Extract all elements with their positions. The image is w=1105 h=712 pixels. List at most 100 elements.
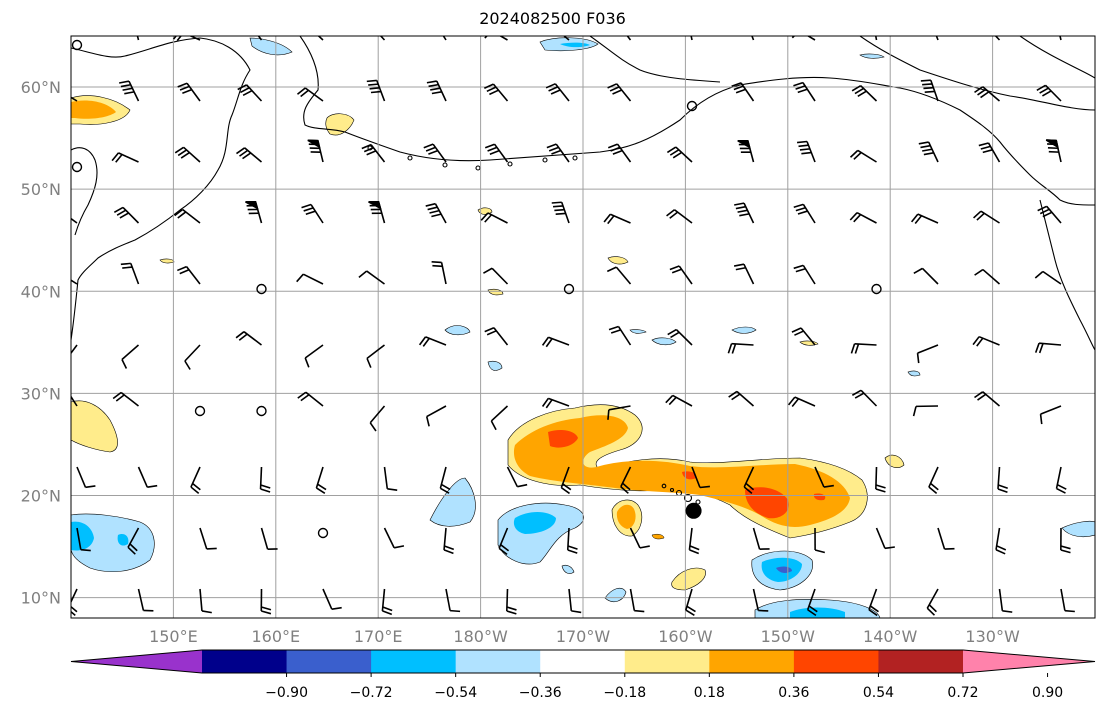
coastline-asia-inner [71, 147, 98, 236]
colorbar-extend-min [71, 650, 202, 673]
wind-barb [974, 86, 1001, 102]
wind-barb [875, 466, 886, 493]
wind-barb [137, 466, 158, 488]
lat-tick-label: 20°N [21, 486, 61, 505]
wind-barb [937, 527, 955, 550]
colorbar-labels: −0.90 −0.72 −0.54 −0.36 −0.18 0.18 0.36 0.54 0.7… [265, 673, 1063, 701]
negative-anomaly-14 [249, 37, 293, 56]
hawaii-island-4 [683, 493, 693, 503]
wind-barb [935, 36, 939, 41]
colorbar-segment [286, 650, 372, 673]
wind-barb [606, 266, 632, 285]
positive-anomaly-small-2 [671, 567, 706, 591]
wind-barb [568, 588, 582, 614]
wind-barb [796, 140, 816, 163]
wind-barb [505, 588, 517, 615]
wind-barb [301, 203, 324, 224]
wind-barb [481, 36, 508, 41]
wind-barb [194, 405, 206, 417]
wind-barb [566, 527, 578, 554]
wind-barb [752, 588, 769, 612]
wind-barb [480, 212, 508, 224]
longitude-labels: 150°E 160°E 170°E 180°W 170°W 160°W 150°W 140°W… [149, 627, 1020, 646]
wind-barb [506, 466, 528, 488]
wind-barb [727, 342, 754, 354]
wind-barb [751, 36, 755, 41]
wind-barb [607, 143, 632, 163]
wind-barb [562, 36, 570, 41]
wind-barb [315, 466, 327, 495]
negative-anomaly-8 [444, 325, 471, 336]
wind-barb [545, 83, 570, 102]
map-title: 2024082500 F036 [479, 9, 626, 28]
colorbar-segment [793, 650, 879, 673]
wind-barb [76, 527, 91, 552]
wind-barb [734, 202, 755, 224]
wind-barb [425, 405, 447, 427]
colorbar-segment [202, 650, 288, 673]
gridlines [71, 36, 1095, 618]
positive-anomaly-west-2-core [71, 100, 116, 119]
wind-barb [484, 326, 509, 346]
wind-barb [369, 405, 386, 432]
positive-anomaly-small-9 [487, 288, 504, 296]
wind-barb [443, 527, 455, 555]
wind-barb [71, 217, 78, 224]
lon-tick-label: 160°E [251, 627, 300, 646]
wind-barb [851, 389, 878, 407]
colorbar-tick-label: 0.18 [694, 685, 725, 701]
coastline-alaska-interior [1019, 36, 1095, 79]
wind-barb [483, 267, 509, 285]
wind-barb [383, 466, 398, 491]
wind-barb [383, 527, 405, 549]
wind-barb [789, 36, 816, 41]
wind-barb [851, 85, 878, 102]
colorbar-segment [371, 650, 457, 673]
wind-barb [259, 466, 271, 493]
colorbar-tick-label: −0.36 [519, 685, 562, 701]
wind-barb [743, 466, 755, 494]
wind-barb [733, 263, 755, 285]
wind-barb [620, 466, 632, 494]
wind-barb [752, 527, 770, 550]
wind-barb [439, 466, 451, 494]
wind-barb [366, 79, 386, 102]
coastline-asia [71, 37, 251, 341]
wind-barb [120, 262, 140, 285]
positive-anomaly-west-1 [71, 400, 118, 453]
wind-barb [686, 100, 698, 112]
wind-barb [669, 265, 693, 285]
wind-barb [423, 143, 447, 163]
wind-barb [849, 149, 877, 163]
wind-barb [994, 36, 1001, 41]
lon-tick-label: 170°E [354, 627, 403, 646]
wind-barb [418, 336, 447, 347]
wind-barb [296, 273, 324, 285]
negative-anomaly-1-inner [117, 534, 129, 546]
wind-barb [1034, 342, 1062, 354]
wind-barb [199, 527, 217, 550]
wind-barb [190, 466, 201, 495]
wind-barb [995, 527, 1007, 555]
wind-barb [297, 391, 324, 407]
wind-barb [875, 527, 895, 550]
coastline-north-america [589, 36, 1095, 111]
wind-barb [849, 211, 877, 224]
wind-barb [793, 264, 816, 285]
wind-barb [541, 336, 570, 348]
wind-barb [978, 142, 1001, 163]
wind-barb [737, 139, 755, 163]
wind-barb [685, 588, 696, 616]
colorbar-tick-label: 0.54 [863, 685, 894, 701]
wind-barb [913, 267, 939, 285]
wind-barb [442, 36, 447, 41]
wind-barb [431, 261, 447, 285]
wind-barb [806, 588, 818, 617]
wind-barb [484, 143, 509, 163]
wind-barb [973, 210, 1000, 224]
wind-barb [974, 391, 1001, 407]
wind-barb [379, 36, 386, 41]
wind-barb [127, 527, 140, 555]
lon-tick-label: 160°W [658, 627, 713, 646]
wind-barb [791, 327, 816, 346]
